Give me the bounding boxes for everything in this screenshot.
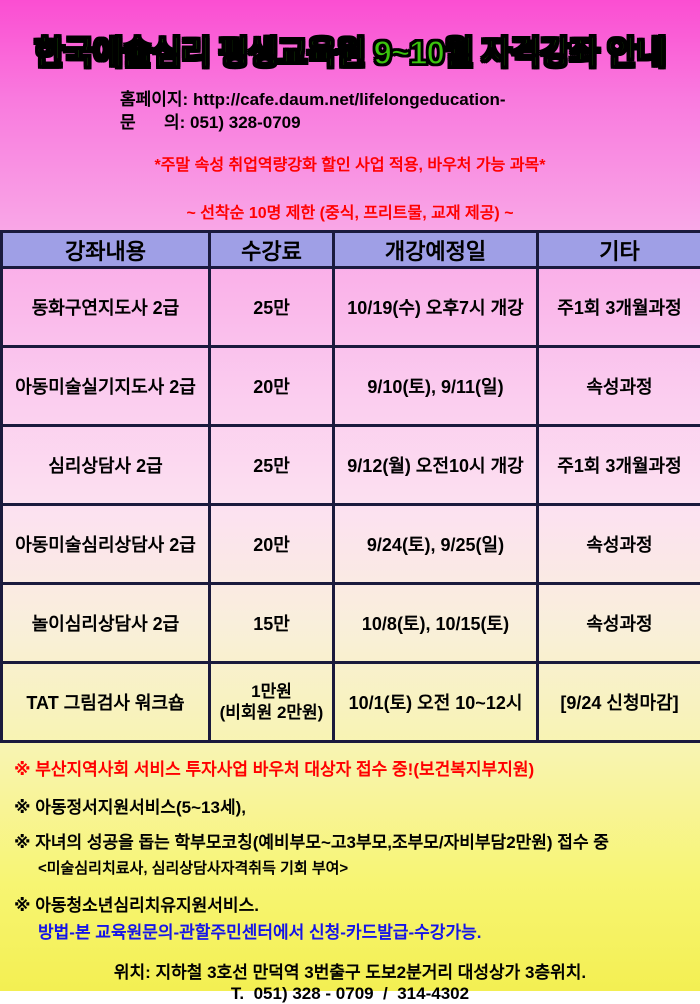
table-row: TAT 그림검사 워크숍 1만원 (비회원 2만원) 10/1(토) 오전 10…: [2, 663, 700, 742]
header-etc: 기타: [538, 232, 700, 268]
fee-cell: 20만: [210, 347, 334, 426]
etc-cell: 속성과정: [538, 584, 700, 663]
note-voucher: ※ 부산지역사회 서비스 투자사업 바우처 대상자 접수 중!(보건복지부지원): [14, 760, 700, 780]
etc-cell: 주1회 3개월과정: [538, 268, 700, 347]
date-cell: 10/19(수) 오후7시 개강: [334, 268, 538, 347]
etc-cell: 속성과정: [538, 347, 700, 426]
table-row: 동화구연지도사 2급 25만 10/19(수) 오후7시 개강 주1회 3개월과…: [2, 268, 700, 347]
fee-line-1: 1만원: [213, 681, 330, 702]
poster-title: 한국예술심리 평생교육원 9~10월 자격강좌 안내: [0, 0, 700, 74]
date-cell: 9/24(토), 9/25(일): [334, 505, 538, 584]
date-cell: 10/8(토), 10/15(토): [334, 584, 538, 663]
fee-cell: 25만: [210, 268, 334, 347]
table-row: 아동미술심리상담사 2급 20만 9/24(토), 9/25(일) 속성과정: [2, 505, 700, 584]
date-cell: 9/12(월) 오전10시 개강: [334, 426, 538, 505]
homepage-line: 홈페이지: http://cafe.daum.net/lifelongeduca…: [120, 88, 700, 111]
date-cell: 9/10(토), 9/11(일): [334, 347, 538, 426]
table-row: 놀이심리상담사 2급 15만 10/8(토), 10/15(토) 속성과정: [2, 584, 700, 663]
footer-phone: T. 051) 328 - 0709 / 314-4302: [0, 983, 700, 1004]
note-method: 방법-본 교육원문의-관할주민센터에서 신청-카드발급-수강가능.: [38, 918, 700, 943]
etc-cell: 속성과정: [538, 505, 700, 584]
course-cell: 동화구연지도사 2급: [2, 268, 210, 347]
header-course: 강좌내용: [2, 232, 210, 268]
contact-block: 홈페이지: http://cafe.daum.net/lifelongeduca…: [120, 88, 700, 134]
etc-cell: [9/24 신청마감]: [538, 663, 700, 742]
note-license-sub: <미술심리치료사, 심리상담사자격취득 기회 부여>: [38, 857, 700, 878]
fee-cell: 25만: [210, 426, 334, 505]
course-cell: 놀이심리상담사 2급: [2, 584, 210, 663]
footer-block: 위치: 지하철 3호선 만덕역 3번출구 도보2분거리 대성상가 3층위치. T…: [0, 962, 700, 1004]
fee-cell: 15만: [210, 584, 334, 663]
course-cell: 아동미술심리상담사 2급: [2, 505, 210, 584]
notes-section: ※ 부산지역사회 서비스 투자사업 바우처 대상자 접수 중!(보건복지부지원)…: [14, 760, 700, 943]
limit-notice: ~ 선착순 10명 제한 (중식, 프리트물, 교재 제공) ~: [0, 199, 700, 223]
course-cell: TAT 그림검사 워크숍: [2, 663, 210, 742]
course-cell: 아동미술실기지도사 2급: [2, 347, 210, 426]
promo-notice: *주말 속성 취업역량강화 할인 사업 적용, 바우처 가능 과목*: [0, 151, 700, 175]
course-table: 강좌내용 수강료 개강예정일 기타 동화구연지도사 2급 25만 10/19(수…: [0, 230, 700, 743]
table-header-row: 강좌내용 수강료 개강예정일 기타: [2, 232, 700, 268]
header-fee: 수강료: [210, 232, 334, 268]
date-cell: 10/1(토) 오전 10~12시: [334, 663, 538, 742]
fee-line-2: (비회원 2만원): [213, 702, 330, 723]
footer-location: 위치: 지하철 3호선 만덕역 3번출구 도보2분거리 대성상가 3층위치.: [0, 962, 700, 983]
note-child-service: ※ 아동정서지원서비스(5~13세),: [14, 798, 700, 818]
fee-cell: 20만: [210, 505, 334, 584]
etc-cell: 주1회 3개월과정: [538, 426, 700, 505]
note-parent-coaching: ※ 자녀의 성공을 돕는 학부모코칭(예비부모~고3부모,조부모/자비부담2만원…: [14, 833, 700, 853]
table-row: 심리상담사 2급 25만 9/12(월) 오전10시 개강 주1회 3개월과정: [2, 426, 700, 505]
inquiry-line: 문 의: 051) 328-0709: [120, 111, 700, 134]
fee-cell: 1만원 (비회원 2만원): [210, 663, 334, 742]
note-youth-service: ※ 아동청소년심리치유지원서비스.: [14, 896, 700, 916]
header-date: 개강예정일: [334, 232, 538, 268]
course-cell: 심리상담사 2급: [2, 426, 210, 505]
table-row: 아동미술실기지도사 2급 20만 9/10(토), 9/11(일) 속성과정: [2, 347, 700, 426]
